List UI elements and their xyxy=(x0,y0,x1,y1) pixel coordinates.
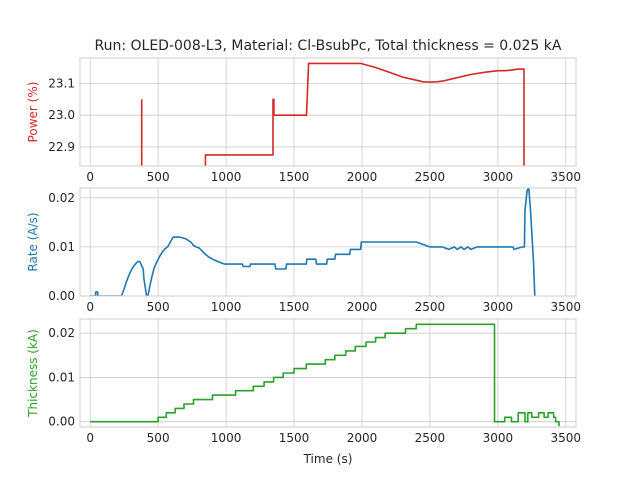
thickness-x-tick-label: 2000 xyxy=(347,431,378,445)
power-x-tick-label: 2500 xyxy=(415,170,446,184)
thickness-x-tick-label: 1500 xyxy=(279,431,310,445)
power-y-tick-label: 23.1 xyxy=(48,76,75,90)
power-x-tick-label: 1000 xyxy=(211,170,242,184)
thickness-x-tick-label: 3000 xyxy=(483,431,514,445)
rate-x-tick-label: 1000 xyxy=(211,300,242,314)
thickness-panel: 0.00 0.01 0.02 0 500 1000 1500 2000 2500 3000 3500… xyxy=(26,318,582,445)
rate-y-tick-label: 0.02 xyxy=(48,191,75,205)
rate-y-axis-label: Rate (A/s) xyxy=(26,212,40,271)
rate-panel: 0.00 0.01 0.02 0 500 1000 1500 2000 2500 3000 3500… xyxy=(26,187,582,314)
thickness-y-tick-label: 0.01 xyxy=(48,370,75,384)
power-y-tick-label: 23.0 xyxy=(48,108,75,122)
power-x-tick-label: 500 xyxy=(147,170,170,184)
panels: 22.9 23.0 23.1 0 500 1000 1500 2000 2500 3000 3500… xyxy=(26,57,582,445)
rate-x-tick-label: 1500 xyxy=(279,300,310,314)
thickness-x-tick-label: 1000 xyxy=(211,431,242,445)
power-series-line xyxy=(204,62,525,166)
rate-x-tick-label: 2000 xyxy=(347,300,378,314)
rate-x-tick-label: 3000 xyxy=(483,300,514,314)
thickness-x-tick-label: 500 xyxy=(147,431,170,445)
power-x-tick-label: 3500 xyxy=(551,170,582,184)
rate-x-tick-label: 500 xyxy=(147,300,170,314)
rate-x-tick-label: 3500 xyxy=(551,300,582,314)
rate-axes-frame xyxy=(79,187,577,297)
power-y-axis-label: Power (%) xyxy=(26,82,40,143)
thickness-x-tick-label: 2500 xyxy=(415,431,446,445)
thickness-x-tick-label: 0 xyxy=(86,431,94,445)
power-axes-frame xyxy=(79,57,577,167)
thickness-y-tick-label: 0.02 xyxy=(48,326,75,340)
thickness-x-tick-label: 3500 xyxy=(551,431,582,445)
chart-title: Run: OLED-008-L3, Material: Cl-BsubPc, T… xyxy=(95,38,562,54)
power-x-tick-label: 0 xyxy=(86,170,94,184)
rate-y-tick-label: 0.01 xyxy=(48,240,75,254)
rate-series-line xyxy=(90,188,536,296)
power-x-tick-label: 2000 xyxy=(347,170,378,184)
thickness-axes-frame xyxy=(79,318,577,428)
rate-x-tick-label: 2500 xyxy=(415,300,446,314)
power-x-tick-label: 3000 xyxy=(483,170,514,184)
rate-y-tick-label: 0.00 xyxy=(48,289,75,303)
power-y-tick-label: 22.9 xyxy=(48,140,75,154)
rate-x-tick-label: 0 xyxy=(86,300,94,314)
thickness-y-axis-label: Thickness (kA) xyxy=(26,329,40,418)
thickness-y-tick-label: 0.00 xyxy=(48,415,75,429)
power-panel: 22.9 23.0 23.1 0 500 1000 1500 2000 2500 3000 3500… xyxy=(26,57,582,184)
power-x-tick-label: 1500 xyxy=(279,170,310,184)
thickness-series-line xyxy=(90,323,560,427)
x-axis-label: Time (s) xyxy=(303,452,353,466)
